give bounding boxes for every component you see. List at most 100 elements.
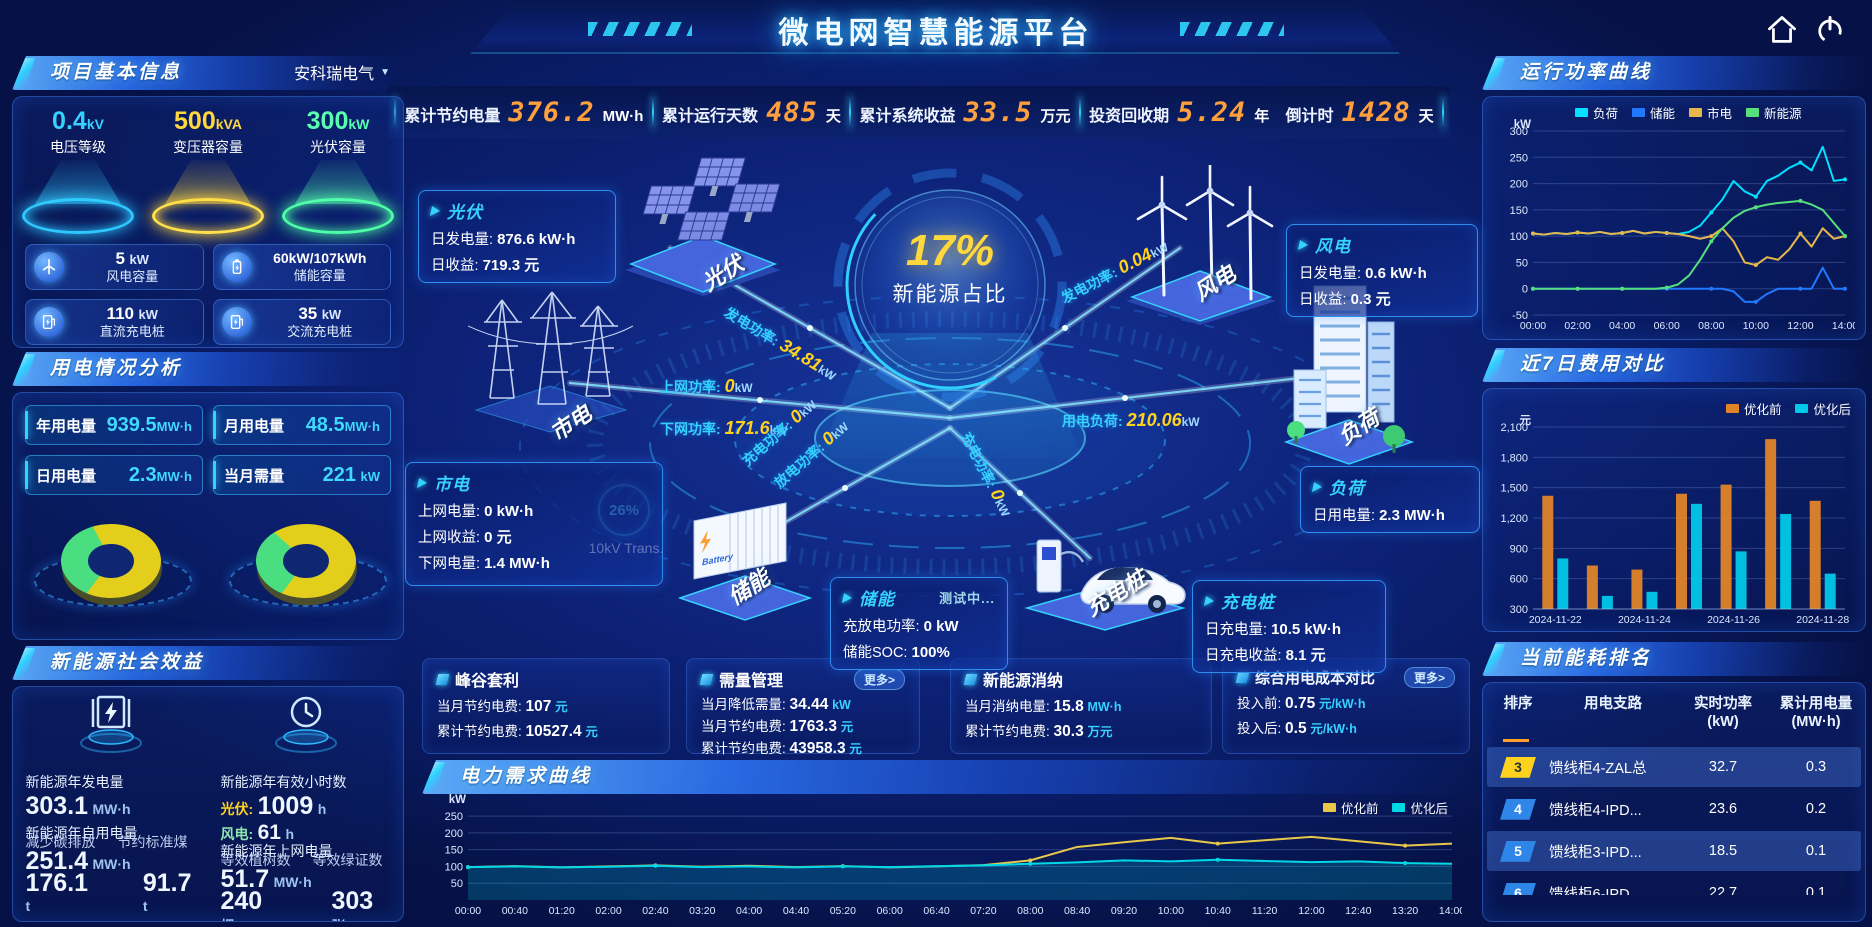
- light-cone: [295, 160, 381, 204]
- more-button[interactable]: 更多>: [853, 668, 905, 690]
- svg-text:03:20: 03:20: [689, 905, 715, 917]
- panel-title: 用电情况分析: [50, 358, 183, 379]
- legend-swatch-icon: [1725, 404, 1739, 413]
- home-icon[interactable]: [1766, 14, 1798, 46]
- table-row[interactable]: 4 馈线柜4-IPD... 23.6 0.2: [1487, 789, 1861, 829]
- legend-item[interactable]: 优化前: [1725, 399, 1781, 418]
- donut-year-wrap[interactable]: [221, 507, 391, 625]
- run-power-legend: 负荷 储能 市电 新能源: [1575, 103, 1802, 122]
- generator-pedestal: [26, 693, 196, 762]
- panel-header: 当前能耗排名: [1482, 642, 1866, 676]
- svg-text:00:00: 00:00: [455, 905, 481, 917]
- svg-text:00:40: 00:40: [502, 905, 528, 917]
- company-select[interactable]: 安科瑞电气 ▼: [294, 66, 390, 83]
- light-cone: [165, 160, 251, 204]
- title-decoration-right: [1180, 22, 1284, 36]
- usage-stats: 年用电量 939.5MW·h 月用电量 48.5MW·h 日用电量 2.3MW·h 当…: [13, 393, 403, 499]
- node-label-storage: 储能: [723, 564, 775, 610]
- charger-info-box: 充电桩 日充电量: 10.5 kW·h 日充电收益: 8.1 元: [1192, 580, 1386, 673]
- svg-text:元: 元: [1520, 415, 1532, 427]
- clock-pedestal: [221, 693, 391, 762]
- demand-chart[interactable]: 50 100 150 200 250 kW 00:00 00:40 01:20 02:00 02:4…: [426, 794, 1466, 920]
- panel-energy-ranking: 当前能耗排名 排序 用电支路 实时功率 (kW) 累计用电量 (MW·h) 3 馈线…: [1482, 642, 1866, 922]
- panel-title: 电力需求曲线: [460, 766, 593, 787]
- panel-title: 近7日费用对比: [1520, 354, 1666, 375]
- testing-badge: 测试中...: [939, 591, 995, 606]
- arrow-icon: [429, 205, 442, 216]
- legend-item[interactable]: 优化后: [1392, 798, 1448, 817]
- svg-text:06:00: 06:00: [1654, 320, 1680, 332]
- panel-project-info: 项目基本信息 安科瑞电气 ▼ 0.4kV 电压等级 500kVA 变压器容量 3…: [12, 56, 404, 348]
- clock-icon: [274, 696, 337, 753]
- panel-body: 优化前 优化后 300 600 900 1,200 1,500 1,800 2,100 元 202…: [1482, 388, 1866, 632]
- legend-grid-year[interactable]: 电网年供电:689.7 MW·h (69%): [213, 635, 395, 640]
- table-row[interactable]: 6 馈线柜6-IPD 22.7 0.1: [1487, 873, 1861, 896]
- node-label-grid: 市电: [545, 400, 597, 446]
- divider: [849, 95, 852, 129]
- legend-swatch-icon: [1689, 108, 1703, 117]
- svg-text:2,100: 2,100: [1500, 422, 1528, 434]
- title-decoration-left: [588, 22, 692, 36]
- run-power-chart[interactable]: -50 0 50 100 150 200 250 300 kW 00:00 02:00 04:00 06…: [1491, 119, 1859, 338]
- panel-body: 年用电量 939.5MW·h 月用电量 48.5MW·h 日用电量 2.3MW·h 当…: [12, 392, 404, 640]
- page-title: 微电网智慧能源平台: [778, 17, 1094, 50]
- glow-ring: [152, 198, 264, 234]
- legend-item[interactable]: 储能: [1632, 103, 1675, 122]
- panel-header: 电力需求曲线: [422, 760, 1470, 794]
- legend-item[interactable]: 优化后: [1795, 399, 1851, 418]
- card-renewable-consumption: 新能源消纳 当月消纳电量: 15.8 MW·h 累计节约电费: 30.3 万元: [950, 658, 1212, 754]
- more-button[interactable]: 更多>: [1403, 667, 1455, 688]
- legend-item[interactable]: 优化前: [1322, 798, 1378, 817]
- divider: [1078, 95, 1081, 129]
- legend-swatch-icon: [1795, 404, 1809, 413]
- table-row[interactable]: 5 馈线柜3-IPD... 18.5 0.1: [1487, 831, 1861, 872]
- panel-header: 近7日费用对比: [1482, 348, 1866, 382]
- storage-info-box: 储能 测试中... 充放电功率: 0 kW 储能SOC: 100%: [830, 577, 1008, 670]
- ranking-table-header: 排序 用电支路 实时功率 (kW) 累计用电量 (MW·h): [1503, 696, 1853, 731]
- battery-icon: [221, 252, 252, 282]
- divider: [1441, 95, 1444, 129]
- donut-month-wrap[interactable]: [26, 507, 196, 625]
- legend-swatch-icon: [1392, 803, 1406, 812]
- charger-icon: [221, 307, 252, 337]
- legend-item[interactable]: 负荷: [1575, 103, 1618, 122]
- pedestal-row: 0.4kV 电压等级 500kVA 变压器容量 300kW 光伏容量: [13, 97, 403, 234]
- table-row[interactable]: 3 馈线柜4-ZAL总 32.7 0.3: [1487, 747, 1861, 788]
- arrow-icon: [1203, 595, 1216, 606]
- power-icon[interactable]: [1814, 14, 1846, 46]
- card-storage-capacity: 60kW/107kWh 储能容量: [212, 244, 391, 290]
- svg-text:200: 200: [1510, 179, 1528, 191]
- panel-body: 负荷 储能 市电 新能源 -50 0 50 100 150 200 250 300 kW 00:00 02…: [1482, 96, 1866, 340]
- grid-info-box: 市电 上网电量: 0 kW·h 上网收益: 0 元 下网电量: 1.4 MW·h: [405, 462, 663, 586]
- svg-text:900: 900: [1510, 543, 1528, 555]
- cost-chart[interactable]: 300 600 900 1,200 1,500 1,800 2,100 元 2024-11-22…: [1491, 414, 1855, 631]
- svg-text:0: 0: [1522, 284, 1528, 296]
- svg-text:10:40: 10:40: [1205, 905, 1231, 917]
- svg-text:12:40: 12:40: [1345, 905, 1371, 917]
- panel-title: 新能源社会效益: [50, 652, 205, 673]
- legend-item[interactable]: 市电: [1689, 103, 1732, 122]
- legend-swatch-icon: [1322, 803, 1336, 812]
- flow-pv-gen: 发电功率: 34.81kW: [721, 304, 839, 384]
- legend-item[interactable]: 新能源: [1746, 103, 1802, 122]
- arrow-icon: [1311, 481, 1324, 492]
- renewable-share-percent: 17%: [905, 226, 995, 275]
- panel-body: 排序 用电支路 实时功率 (kW) 累计用电量 (MW·h) 3 馈线柜4-ZAL总…: [1482, 682, 1866, 922]
- kpi-countdown: 倒计时 1428 天: [1285, 96, 1434, 128]
- svg-text:14:00: 14:00: [1832, 320, 1855, 332]
- demand-legend: 优化前 优化后: [1322, 798, 1448, 817]
- svg-text:250: 250: [1510, 152, 1528, 164]
- svg-text:300: 300: [1510, 126, 1528, 138]
- stat-month-demand: 当月需量 221 kW: [213, 455, 391, 495]
- corner-icon: [435, 673, 450, 685]
- svg-text:300: 300: [1510, 604, 1528, 616]
- svg-text:10:00: 10:00: [1158, 905, 1184, 917]
- scroll-indicator: [1503, 739, 1529, 743]
- svg-text:1,200: 1,200: [1500, 513, 1528, 525]
- rank-badge: 3: [1500, 756, 1536, 778]
- renewable-share: 17% 新能源占比: [868, 226, 1032, 308]
- ranking-rows: 3 馈线柜4-ZAL总 32.7 0.3 4 馈线柜4-IPD... 23.6 …: [1483, 745, 1865, 896]
- panel-header: 运行功率曲线: [1482, 56, 1866, 90]
- legend-grid-month[interactable]: 电网月供电:33.1 MW·h (64%): [23, 635, 205, 640]
- kpi-run-days: 累计运行天数 485 天: [662, 96, 841, 128]
